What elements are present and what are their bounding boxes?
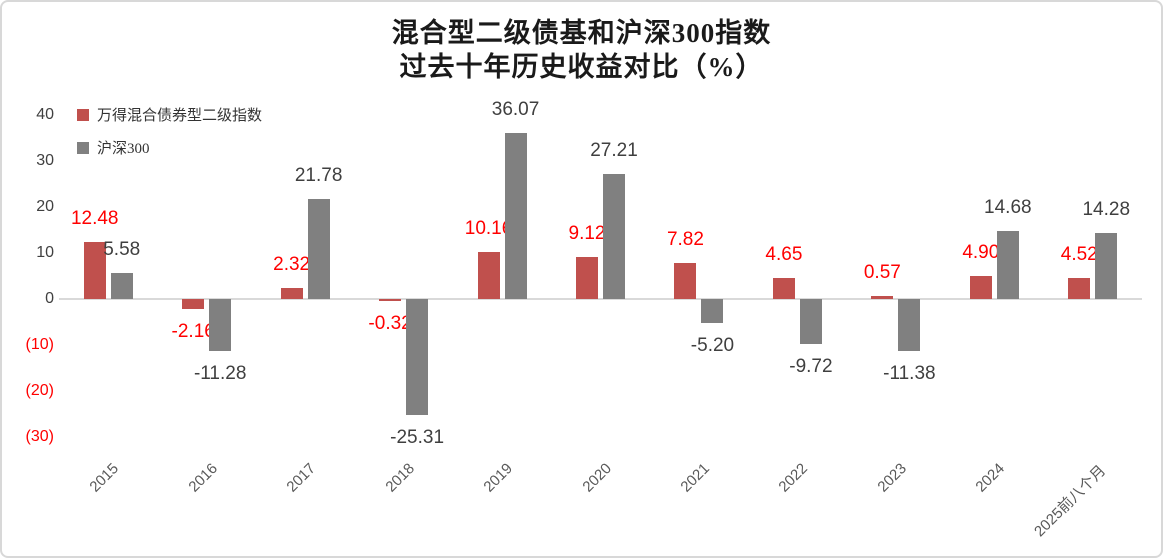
- bar-series1: [379, 299, 402, 301]
- value-label: 10.16: [464, 218, 513, 240]
- legend-label: 沪深300: [97, 141, 150, 157]
- bar-series2: [996, 231, 1019, 299]
- value-label: 4.65: [765, 243, 803, 265]
- value-label: -11.38: [883, 363, 936, 385]
- value-label: 9.12: [568, 223, 606, 245]
- bar-series2: [209, 299, 232, 351]
- bar-series1: [83, 241, 106, 299]
- value-label: 21.78: [294, 164, 343, 186]
- legend-label: 万得混合债券型二级指数: [97, 108, 263, 124]
- legend-swatch-icon: [77, 141, 89, 154]
- value-label: -9.72: [789, 355, 833, 377]
- bar-series1: [182, 299, 205, 309]
- bar-series1: [280, 288, 303, 299]
- y-axis-tick: (10): [25, 336, 54, 353]
- value-label: -5.20: [690, 334, 735, 356]
- y-axis-tick: (20): [25, 382, 54, 399]
- value-label: 27.21: [590, 139, 638, 161]
- bar-series2: [406, 299, 429, 416]
- chart-title-line1: 混合型二级债基和沪深300指数: [391, 18, 772, 48]
- bar-series1: [477, 252, 500, 299]
- bar-series1: [871, 296, 894, 299]
- bar-series2: [1095, 233, 1118, 299]
- y-axis-tick: 0: [45, 290, 54, 307]
- value-label: 14.28: [1082, 199, 1131, 221]
- y-axis-tick: 20: [36, 198, 54, 215]
- value-label: 12.48: [70, 207, 119, 229]
- bar-series2: [110, 273, 133, 299]
- bar-series1: [969, 276, 992, 299]
- value-label: 7.82: [666, 229, 704, 251]
- legend-item: 沪深300: [77, 137, 150, 158]
- value-label: 0.57: [863, 262, 901, 284]
- bar-series1: [576, 257, 598, 299]
- bar-series2: [307, 198, 330, 299]
- chart-title-line2: 过去十年历史收益对比（%）: [399, 52, 764, 82]
- value-label: -11.28: [193, 362, 247, 384]
- bar-series1: [674, 263, 697, 299]
- bar-series2: [603, 173, 625, 299]
- value-label: 36.07: [491, 99, 540, 121]
- y-axis-tick: 10: [36, 244, 54, 261]
- bar-series1: [772, 277, 795, 299]
- bar-series2: [504, 133, 527, 299]
- value-label: -25.31: [390, 427, 445, 449]
- bar-series2: [701, 299, 724, 323]
- value-label: 2.32: [273, 254, 311, 276]
- bar-series1: [1068, 278, 1091, 299]
- value-label: 14.68: [984, 197, 1032, 219]
- value-label: -2.16: [171, 320, 215, 342]
- legend-item: 万得混合债券型二级指数: [77, 104, 262, 125]
- value-label: 5.58: [103, 239, 141, 261]
- y-axis-tick: (30): [25, 428, 54, 445]
- chart-title: 混合型二级债基和沪深300指数 过去十年历史收益对比（%）: [2, 16, 1161, 84]
- y-axis-tick: 40: [36, 106, 54, 123]
- x-axis-line: [59, 298, 1142, 300]
- value-label: 4.52: [1060, 244, 1098, 266]
- x-axis-label: 2015: [86, 460, 123, 496]
- value-label: -0.32: [368, 312, 412, 334]
- y-axis-tick: 30: [36, 152, 54, 169]
- bar-series2: [799, 299, 822, 344]
- value-label: 4.90: [962, 242, 1000, 264]
- legend-swatch-icon: [77, 108, 89, 121]
- bar-series2: [898, 299, 921, 352]
